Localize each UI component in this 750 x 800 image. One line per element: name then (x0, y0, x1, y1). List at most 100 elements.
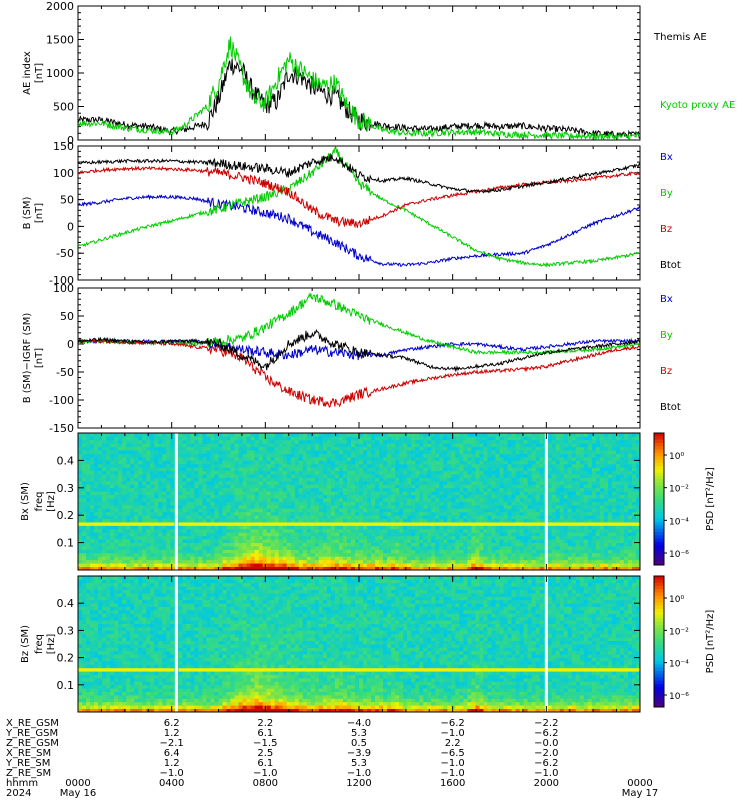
spectrogram-cell (487, 556, 492, 561)
spectrogram-cell (274, 563, 280, 567)
spectrogram-cell (278, 535, 284, 540)
spectrogram-cell (423, 453, 428, 458)
spectrogram-cell (391, 439, 396, 444)
spectrogram-cell (146, 563, 151, 567)
spectrogram-cell (154, 511, 159, 516)
spectrogram-cell (491, 504, 496, 509)
spectrogram-cell (278, 436, 284, 441)
spectrogram-cell (298, 511, 304, 516)
spectrogram-cell (194, 556, 199, 561)
spectrogram-cell (306, 522, 312, 526)
spectrogram-cell (330, 549, 336, 554)
spectrogram-cell (354, 487, 360, 492)
spectrogram-cell (298, 456, 304, 461)
spectrogram-cell (254, 515, 260, 520)
spectrogram-cell (270, 549, 276, 554)
spectrogram-cell (170, 522, 175, 526)
spectrogram-cell (134, 484, 139, 489)
spectrogram-cell (98, 446, 103, 451)
spectrogram-cell (387, 477, 392, 482)
spectrogram-cell (246, 566, 252, 571)
spectrogram-cell (158, 498, 163, 502)
spectrogram-cell (334, 522, 340, 526)
y-axis-unit: [nT] (34, 348, 45, 368)
spectrogram-cell (142, 433, 147, 437)
spectrogram-cell (455, 477, 460, 482)
spectrogram-cell (451, 450, 456, 454)
spectrogram-cell (515, 515, 520, 520)
spectrogram-cell (443, 494, 448, 499)
spectrogram-cell (435, 498, 440, 502)
spectrogram-cell (487, 559, 492, 564)
spectrogram-cell (527, 491, 533, 496)
spectrogram-cell (250, 535, 256, 540)
spectrogram-cell (166, 522, 171, 526)
spectrogram-cell (491, 556, 496, 561)
spectrogram-cell (194, 467, 199, 472)
spectrogram-cell (527, 463, 533, 468)
y-tick-label: -100 (49, 274, 74, 287)
spectrogram-cell (342, 484, 348, 489)
spectrogram-cell (322, 467, 328, 472)
spectrogram-cell (447, 470, 452, 475)
spectrogram-cell (447, 525, 452, 530)
spectrogram-cell (330, 450, 336, 454)
spectrogram-cell (403, 511, 408, 516)
spectrogram-cell (346, 504, 352, 509)
spectrogram-cell (190, 453, 195, 458)
spectrogram-cell (178, 480, 183, 485)
spectrogram-cell (278, 477, 284, 482)
spectrogram-cell (535, 446, 541, 451)
spectrogram-cell (479, 508, 484, 513)
spectrogram-cell (122, 522, 127, 526)
spectrogram-cell (130, 552, 135, 557)
spectrogram-cell (479, 528, 484, 533)
spectrogram-cell (150, 556, 155, 561)
spectrogram-cell (451, 563, 456, 567)
spectrogram-cell (527, 559, 533, 564)
spectrogram-cell (158, 453, 163, 458)
spectrogram-cell (198, 439, 203, 444)
spectrogram-cell (274, 433, 280, 437)
spectrogram-cell (226, 443, 231, 448)
spectrogram-cell (439, 563, 444, 567)
spectrogram-cell (363, 494, 368, 499)
spectrogram-cell (86, 456, 91, 461)
spectrogram-cell (290, 491, 296, 496)
spectrogram-cell (266, 498, 272, 502)
spectrogram-cell (350, 566, 356, 571)
spectrogram-cell (286, 484, 292, 489)
spectrogram-cell (182, 494, 187, 499)
spectrogram-cell (354, 484, 360, 489)
spectrogram-cell (491, 491, 496, 496)
spectrogram-cell (282, 487, 288, 492)
spectrogram-cell (379, 443, 384, 448)
spectrogram-cell (443, 498, 448, 502)
spectrogram-cell (439, 532, 444, 537)
spectrogram-cell (270, 477, 276, 482)
spectrogram-cell (310, 508, 316, 513)
spectrogram-cell (278, 515, 284, 520)
spectrogram-cell (399, 539, 404, 543)
spectrogram-cell (423, 559, 428, 564)
spectrogram-cell (475, 474, 480, 478)
spectrogram-cell (507, 522, 512, 526)
spectrogram-cell (451, 436, 456, 441)
spectrogram-cell (114, 563, 119, 567)
spectrogram-cell (371, 501, 376, 506)
spectrogram-cell (375, 436, 380, 441)
spectrogram-cell (399, 518, 404, 523)
spectrogram-cell (90, 436, 95, 441)
spectrogram-cell (334, 439, 340, 444)
spectrogram-cell (134, 535, 139, 540)
spectrogram-cell (246, 460, 252, 465)
spectrogram-cell (146, 474, 151, 478)
spectrogram-cell (190, 487, 195, 492)
spectrogram-cell (375, 470, 380, 475)
spectrogram-cell (371, 439, 376, 444)
spectrogram-cell (94, 552, 99, 557)
spectrogram-cell (495, 504, 500, 509)
spectrogram-cell (94, 515, 99, 520)
spectrogram-cell (86, 436, 91, 441)
spectrogram-cell (326, 528, 332, 533)
